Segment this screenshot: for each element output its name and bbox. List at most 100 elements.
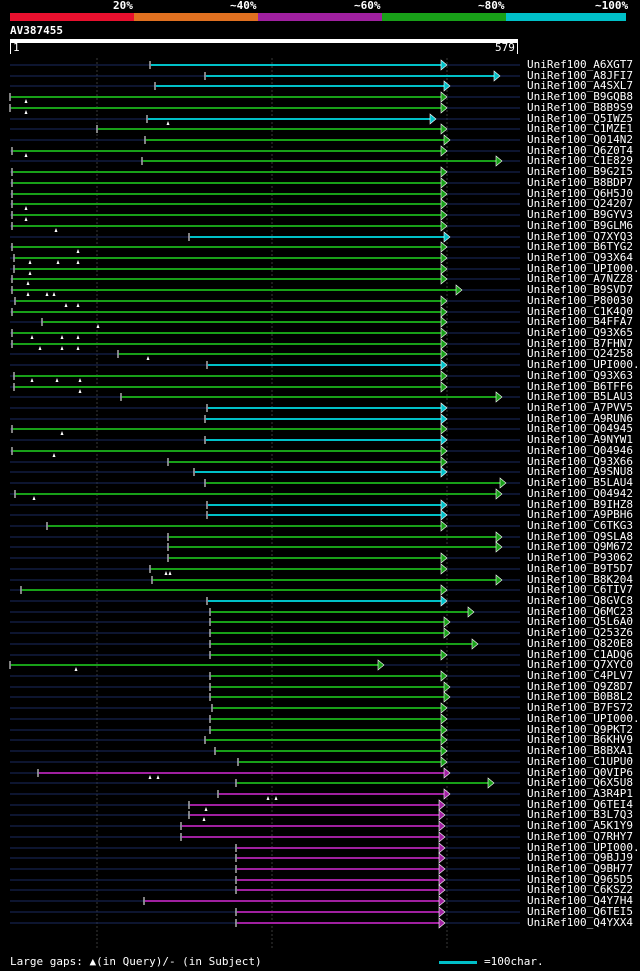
hit-name-link[interactable]: UniRef100_B6KHV9	[527, 733, 633, 746]
hit-name-link[interactable]: UniRef100_Q9BJJ9	[527, 851, 633, 864]
hit-name-link[interactable]: UniRef100_B3L7Q3	[527, 808, 633, 821]
hit-name-link[interactable]: UniRef100_B9T5D7	[527, 562, 633, 575]
hit-arrow-head	[438, 884, 446, 896]
hit-name-link[interactable]: UniRef100_A7PVV5	[527, 401, 633, 414]
hit-row	[10, 767, 520, 779]
hit-name-link[interactable]: UniRef100_Q24207	[527, 197, 633, 210]
hit-name-link[interactable]: UniRef100_A7NZZ8	[527, 272, 633, 285]
hit-name-link[interactable]: UniRef100_A8JFI7	[527, 69, 633, 82]
hit-name-link[interactable]: UniRef100_Q8GVC8	[527, 594, 633, 607]
hit-name-link[interactable]: UniRef100_Q93X65	[527, 326, 633, 339]
hit-name-link[interactable]: UniRef100_Q9BH77	[527, 862, 633, 875]
hit-name-link[interactable]: UniRef100_A9SNU8	[527, 465, 633, 478]
hit-name-link[interactable]: UniRef100_Q9PKT2	[527, 723, 633, 736]
hit-name-link[interactable]: UniRef100_Q0VIP6	[527, 766, 633, 779]
query-gap-mark	[45, 292, 49, 296]
hit-name-link[interactable]: UniRef100_Q4Y7H4	[527, 894, 633, 907]
hit-name-link[interactable]: UniRef100_C1MZE1	[527, 122, 633, 135]
hit-name-link[interactable]: UniRef100_Q5L6A0	[527, 615, 633, 628]
hit-name-link[interactable]: UniRef100_B8BXA1	[527, 744, 633, 757]
hit-name-link[interactable]: UniRef100_B8K204	[527, 573, 633, 586]
hit-name-link[interactable]: UniRef100_P80030	[527, 294, 633, 307]
hit-name-link[interactable]: UniRef100_B9GLM6	[527, 219, 633, 232]
hit-name-link[interactable]: UniRef100_Q6X5U8	[527, 776, 633, 789]
hit-name-link[interactable]: UniRef100_Q5IWZ5	[527, 112, 633, 125]
hit-name-link[interactable]: UniRef100_Q7XYQ3	[527, 230, 633, 243]
hit-arrow-head	[440, 509, 448, 521]
hit-name-link[interactable]: UniRef100_A4SXL7	[527, 79, 633, 92]
hit-name-link[interactable]: UniRef100_Q7RHY7	[527, 830, 633, 843]
hit-name-link[interactable]: UniRef100_Q253Z6	[527, 626, 633, 639]
hit-name-link[interactable]: UniRef100_Q04946	[527, 444, 633, 457]
hit-name-link[interactable]: UniRef100_UPI000..	[527, 712, 640, 725]
hit-name-link[interactable]: UniRef100_B9IHZ8	[527, 498, 633, 511]
hit-arrow-head	[440, 499, 448, 511]
hit-arrow-head	[440, 370, 448, 382]
hit-name-link[interactable]: UniRef100_B6TFF6	[527, 380, 633, 393]
hit-name-link[interactable]: UniRef100_Q24258	[527, 347, 633, 360]
hit-name-link[interactable]: UniRef100_Q6MC23	[527, 605, 633, 618]
hit-name-link[interactable]: UniRef100_Q9SLA8	[527, 530, 633, 543]
hit-name-link[interactable]: UniRef100_B8B9S9	[527, 101, 633, 114]
hit-name-link[interactable]: UniRef100_Q6TEI4	[527, 798, 633, 811]
hit-arrow-head	[440, 713, 448, 725]
hit-name-link[interactable]: UniRef100_A6XGT7	[527, 58, 633, 71]
query-gap-mark	[76, 346, 80, 350]
hit-name-link[interactable]: UniRef100_UPI000..	[527, 358, 640, 371]
hit-name-link[interactable]: UniRef100_Q9M672	[527, 540, 633, 553]
hit-row	[10, 252, 520, 264]
hit-name-link[interactable]: UniRef100_B9GQB8	[527, 90, 633, 103]
hit-name-link[interactable]: UniRef100_B8BDP7	[527, 176, 633, 189]
hit-name-link[interactable]: UniRef100_Q04942	[527, 487, 633, 500]
hit-name-link[interactable]: UniRef100_B4FFA7	[527, 315, 633, 328]
hit-name-link[interactable]: UniRef100_C1E829	[527, 154, 633, 167]
hit-name-link[interactable]: UniRef100_Q93X66	[527, 455, 633, 468]
hit-row	[10, 80, 520, 92]
hit-name-link[interactable]: UniRef100_Q7XYC0	[527, 658, 633, 671]
legend-color-bar	[506, 13, 626, 21]
hit-name-link[interactable]: UniRef100_Q4YXX4	[527, 916, 633, 929]
hit-name-link[interactable]: UniRef100_A5K1Y9	[527, 819, 633, 832]
hit-name-link[interactable]: UniRef100_C1K4Q0	[527, 305, 633, 318]
hit-name-link[interactable]: UniRef100_B7FS72	[527, 701, 633, 714]
hit-name-link[interactable]: UniRef100_A9RUN6	[527, 412, 633, 425]
hit-name-link[interactable]: UniRef100_C6TIV7	[527, 583, 633, 596]
hit-row	[10, 895, 520, 907]
hit-row	[10, 552, 520, 564]
hit-name-link[interactable]: UniRef100_Q6TEI5	[527, 905, 633, 918]
hit-name-link[interactable]: UniRef100_P93062	[527, 551, 633, 564]
hit-name-link[interactable]: UniRef100_Q014N2	[527, 133, 633, 146]
hit-name-link[interactable]: UniRef100_B5LAU4	[527, 476, 633, 489]
hit-name-link[interactable]: UniRef100_C4PLV7	[527, 669, 633, 682]
hit-row	[10, 295, 520, 307]
query-name: AV387455	[10, 24, 63, 37]
hit-name-link[interactable]: UniRef100_B0B8L2	[527, 690, 633, 703]
hit-name-link[interactable]: UniRef100_UPI000..	[527, 841, 640, 854]
hit-name-link[interactable]: UniRef100_C6TKG3	[527, 519, 633, 532]
hit-name-link[interactable]: UniRef100_C6KSZ2	[527, 883, 633, 896]
hit-name-link[interactable]: UniRef100_Q6H5J0	[527, 187, 633, 200]
hit-name-link[interactable]: UniRef100_Q93X64	[527, 251, 633, 264]
hit-name-link[interactable]: UniRef100_Q9Z8D7	[527, 680, 633, 693]
query-gap-mark	[164, 571, 168, 575]
hit-name-link[interactable]: UniRef100_B9GYV3	[527, 208, 633, 221]
hit-name-link[interactable]: UniRef100_A9PBH6	[527, 508, 633, 521]
hit-name-link[interactable]: UniRef100_B7FHN7	[527, 337, 633, 350]
hit-name-link[interactable]: UniRef100_B5LAU3	[527, 390, 633, 403]
hit-name-link[interactable]: UniRef100_Q965D5	[527, 873, 633, 886]
hit-name-link[interactable]: UniRef100_Q820E8	[527, 637, 633, 650]
hit-name-link[interactable]: UniRef100_Q6Z0T4	[527, 144, 633, 157]
hit-name-link[interactable]: UniRef100_Q93X63	[527, 369, 633, 382]
hit-name-link[interactable]: UniRef100_A9NYW1	[527, 433, 633, 446]
hit-name-link[interactable]: UniRef100_UPI000..	[527, 262, 640, 275]
hit-row	[10, 499, 520, 511]
hit-name-link[interactable]: UniRef100_B9G2I5	[527, 165, 633, 178]
hit-name-link[interactable]: UniRef100_B9SVD7	[527, 283, 633, 296]
hit-name-link[interactable]: UniRef100_C1ADQ6	[527, 648, 633, 661]
hit-name-link[interactable]: UniRef100_C1UPU0	[527, 755, 633, 768]
hit-name-link[interactable]: UniRef100_Q04945	[527, 422, 633, 435]
query-gap-mark	[52, 453, 56, 457]
hit-arrow-head	[440, 423, 448, 435]
hit-name-link[interactable]: UniRef100_A3R4P1	[527, 787, 633, 800]
hit-name-link[interactable]: UniRef100_B6TYG2	[527, 240, 633, 253]
